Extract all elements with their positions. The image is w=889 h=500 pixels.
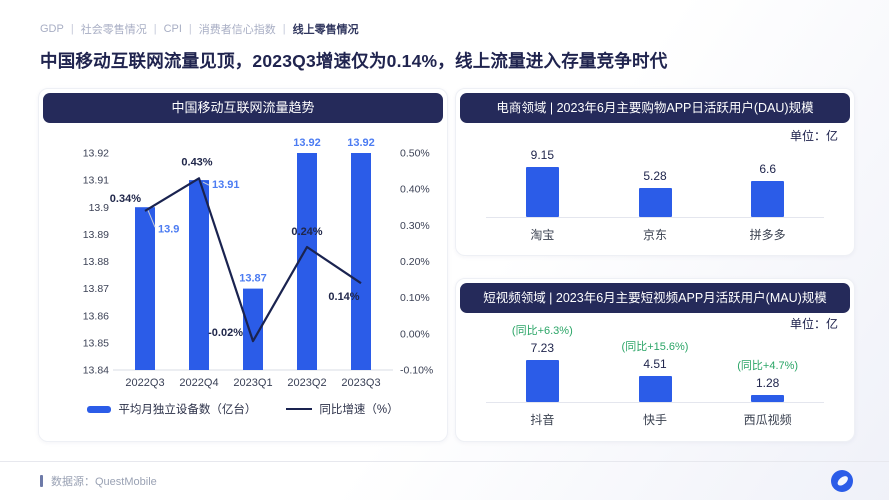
category-label-kuaishou: 快手 [643, 413, 668, 427]
category-label-taobao: 淘宝 [530, 228, 555, 242]
svg-text:2023Q2: 2023Q2 [287, 377, 326, 389]
svg-text:13.87: 13.87 [83, 283, 109, 295]
bar-kuaishou [638, 375, 672, 402]
legend-item-growth: 同比增速（%） [286, 401, 399, 417]
nav-item-cpi[interactable]: CPI [163, 23, 182, 35]
svg-text:0.40%: 0.40% [400, 184, 430, 196]
footer-divider [0, 461, 889, 462]
nav-item-consumer-confidence[interactable]: 消费者信心指数 [198, 24, 276, 36]
panel-mau-header: 短视频领域 | 2023年6月主要短视频APP月活跃用户(MAU)规模 [460, 283, 850, 313]
bar-value: 5.28 [643, 169, 667, 184]
svg-text:0.00%: 0.00% [400, 328, 430, 340]
bar-column-douyin: (同比+6.3%) 7.23 [486, 315, 599, 402]
bar-value: 9.15 [530, 148, 555, 162]
svg-text:13.9: 13.9 [89, 202, 110, 214]
bar-value: 4.51 [643, 356, 667, 371]
panel-traffic-trend-header: 中国移动互联网流量趋势 [43, 93, 443, 123]
category-label-pdd: 拼多多 [749, 228, 786, 242]
bar-value: 1.28 [756, 375, 780, 390]
legend-line-label: 同比增速（%） [319, 404, 399, 416]
nav-item-gdp[interactable]: GDP [40, 23, 64, 35]
bar-taobao [525, 167, 559, 217]
svg-text:0.30%: 0.30% [400, 220, 430, 232]
svg-text:0.50%: 0.50% [400, 148, 430, 160]
panel-dau: 电商领域 | 2023年6月主要购物APP日活跃用户(DAU)规模 单位：亿 9… [455, 88, 855, 256]
svg-text:2022Q3: 2022Q3 [125, 377, 164, 389]
nav-item-social-retail[interactable]: 社会零售情况 [80, 24, 147, 36]
svg-text:13.92: 13.92 [293, 137, 321, 149]
growth-badge: (同比+6.3%) [511, 325, 573, 337]
page-title: 中国移动互联网流量见顶，2023Q3增速仅为0.14%，线上流量进入存量竞争时代 [40, 51, 668, 71]
legend-line-swatch [286, 408, 313, 410]
nav-separator: | [188, 23, 192, 35]
svg-text:0.14%: 0.14% [328, 291, 359, 303]
bar-column-pdd: 6.6 [711, 129, 824, 217]
logo-leaf-shape [835, 473, 850, 487]
svg-text:13.9: 13.9 [158, 223, 179, 235]
mau-category-labels: 抖音 快手 西瓜视频 [486, 411, 824, 428]
category-label-xigua: 西瓜视频 [743, 413, 792, 427]
footer: 数据源：QuestMobile [40, 473, 157, 489]
svg-text:13.92: 13.92 [83, 148, 109, 160]
svg-text:13.91: 13.91 [83, 175, 109, 187]
svg-text:0.10%: 0.10% [400, 292, 430, 304]
breadcrumb-nav: GDP | 社会零售情况 | CPI | 消费者信心指数 | 线上零售情况 [40, 21, 359, 37]
bar-column-kuaishou: (同比+15.6%) 4.51 [599, 315, 712, 402]
bar-column-jd: 5.28 [599, 129, 712, 217]
legend-item-devices: 平均月独立设备数（亿台） [87, 401, 256, 417]
bar-value: 7.23 [530, 341, 555, 355]
bar-value: 6.6 [759, 161, 777, 176]
svg-text:13.84: 13.84 [83, 365, 109, 377]
panel-dau-header: 电商领域 | 2023年6月主要购物APP日活跃用户(DAU)规模 [460, 93, 850, 123]
svg-text:2023Q1: 2023Q1 [233, 377, 272, 389]
nav-separator: | [153, 23, 157, 35]
category-label-jd: 京东 [643, 228, 668, 242]
bar-jd [638, 188, 672, 217]
nav-separator: | [282, 23, 286, 35]
svg-text:13.86: 13.86 [83, 310, 109, 322]
svg-text:0.24%: 0.24% [291, 226, 322, 238]
bar-xigua [751, 394, 785, 402]
svg-text:2022Q4: 2022Q4 [179, 377, 218, 389]
svg-text:0.43%: 0.43% [181, 156, 212, 168]
svg-text:2023Q3: 2023Q3 [341, 377, 380, 389]
unit-label-dau: 单位：亿 [789, 129, 838, 143]
data-source-label: 数据源：QuestMobile [51, 476, 157, 488]
bar-pdd [751, 180, 785, 217]
chart-legend: 平均月独立设备数（亿台） 同比增速（%） [39, 401, 447, 417]
dau-bars: 9.15 5.28 6.6 [486, 129, 824, 218]
svg-text:-0.10%: -0.10% [400, 365, 433, 377]
svg-text:0.34%: 0.34% [110, 193, 141, 205]
svg-text:13.87: 13.87 [239, 273, 267, 285]
legend-bar-swatch [87, 405, 112, 413]
nav-separator: | [70, 23, 74, 35]
svg-text:13.89: 13.89 [83, 229, 109, 241]
svg-text:0.20%: 0.20% [400, 256, 430, 268]
bar-column-taobao: 9.15 [486, 129, 599, 217]
svg-text:-0.02%: -0.02% [208, 327, 243, 339]
legend-bar-label: 平均月独立设备数（亿台） [118, 404, 257, 416]
panel-mau: 短视频领域 | 2023年6月主要短视频APP月活跃用户(MAU)规模 单位：亿… [455, 278, 855, 442]
bar-douyin [525, 360, 559, 402]
traffic-trend-chart: 13.92 13.91 13.9 13.89 13.88 13.87 13.86 13.85 1… [43, 123, 445, 395]
svg-text:13.88: 13.88 [83, 256, 109, 268]
svg-text:13.92: 13.92 [347, 137, 375, 149]
footer-marker [40, 475, 43, 487]
mau-bars: (同比+6.3%) 7.23 (同比+15.6%) 4.51 (同比+4.7%)… [486, 315, 824, 403]
bar-column-xigua: (同比+4.7%) 1.28 [711, 315, 824, 402]
growth-badge: (同比+15.6%) [621, 340, 689, 353]
category-label-douyin: 抖音 [530, 413, 555, 427]
svg-text:13.85: 13.85 [83, 337, 109, 349]
unit-label-mau: 单位：亿 [789, 317, 838, 331]
growth-badge: (同比+4.7%) [737, 359, 799, 372]
nav-item-online-retail[interactable]: 线上零售情况 [292, 24, 359, 36]
dau-category-labels: 淘宝 京东 拼多多 [486, 226, 824, 243]
panel-traffic-trend: 中国移动互联网流量趋势 13.92 13.91 13.9 13.89 13.88 13.8… [38, 88, 448, 442]
brand-logo-icon [831, 470, 853, 492]
svg-text:13.91: 13.91 [212, 179, 240, 191]
